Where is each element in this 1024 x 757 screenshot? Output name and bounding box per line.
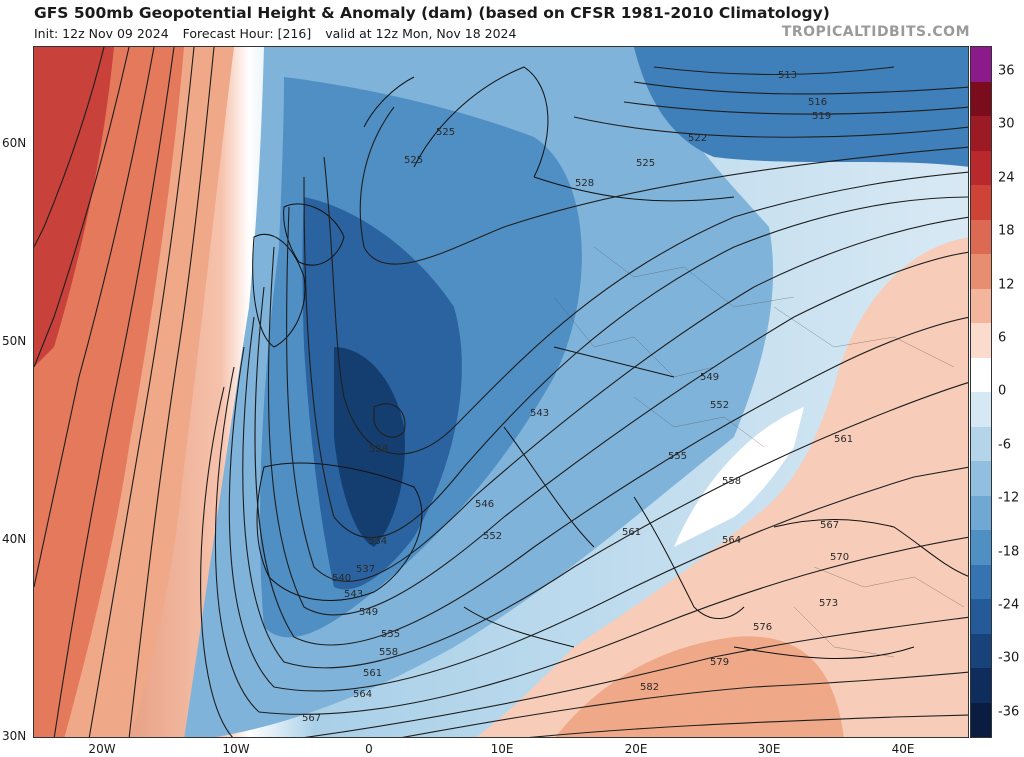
contour-label: 525	[404, 155, 423, 166]
lon-label: 10W	[222, 742, 250, 756]
colorbar-segment	[971, 254, 991, 289]
colorbar-label: 0	[998, 383, 1007, 399]
colorbar-segment	[971, 702, 991, 737]
anomaly-colorbar	[970, 46, 992, 738]
contour-label: 567	[302, 713, 321, 724]
colorbar-label: 6	[998, 330, 1007, 346]
contour-label: 573	[819, 598, 838, 609]
valid-time: valid at 12z Mon, Nov 18 2024	[325, 26, 517, 41]
warm-anomaly-east	[476, 237, 968, 737]
contour-label: 534	[368, 536, 387, 547]
colorbar-segment	[971, 495, 991, 530]
init-time: Init: 12z Nov 09 2024	[34, 26, 169, 41]
colorbar-segment	[971, 633, 991, 668]
colorbar-segment	[971, 461, 991, 496]
brand-watermark: TROPICALTIDBITS.COM	[781, 24, 970, 40]
colorbar-segment	[971, 185, 991, 220]
colorbar-segment	[971, 81, 991, 116]
colorbar-segment	[971, 219, 991, 254]
contour-label: 570	[830, 552, 849, 563]
contour-label: 549	[700, 372, 719, 383]
lon-label: 20E	[624, 742, 648, 756]
contour-label: 540	[332, 573, 351, 584]
colorbar-label: -18	[998, 544, 1020, 560]
contour-label: 519	[812, 111, 831, 122]
colorbar-segment	[971, 47, 991, 82]
cold-anomaly-center	[334, 347, 405, 547]
contour-label: 561	[622, 527, 641, 538]
colorbar-segment	[971, 357, 991, 392]
colorbar-label: -6	[998, 437, 1011, 453]
map-canvas: 513 516 519 522 525 525 525 528 528 534 537 540 543 5…	[34, 47, 968, 737]
contour-label: 543	[344, 589, 363, 600]
contour-label: 522	[688, 133, 707, 144]
contour-label: 576	[753, 622, 772, 633]
contour-label: 555	[668, 451, 687, 462]
weather-map: 513 516 519 522 525 525 525 528 528 534 537 540 543 5…	[33, 46, 969, 738]
colorbar-label: -24	[998, 597, 1020, 613]
cold-anomaly-north	[634, 47, 968, 167]
colorbar-label: 18	[998, 223, 1015, 239]
colorbar-label: 30	[998, 116, 1015, 132]
colorbar-segment	[971, 668, 991, 703]
coastlines	[252, 66, 968, 660]
contour-label: 561	[834, 434, 853, 445]
political-borders	[553, 246, 965, 658]
height-contours	[34, 47, 968, 737]
lat-label: 40N	[2, 532, 27, 546]
contour-label: 513	[778, 70, 797, 81]
contour-label: 528	[369, 444, 388, 455]
lon-label: 10E	[490, 742, 514, 756]
colorbar-segment	[971, 599, 991, 634]
contour-label: 525	[636, 158, 655, 169]
warm-anomaly-south-core	[555, 636, 844, 737]
contour-label: 528	[575, 178, 594, 189]
lat-label: 30N	[2, 729, 27, 743]
contour-label: 564	[722, 535, 741, 546]
colorbar-segment	[971, 392, 991, 427]
contour-label: 561	[363, 668, 382, 679]
contour-label: 516	[808, 97, 827, 108]
colorbar-label: 12	[998, 277, 1015, 293]
contour-label: 582	[640, 682, 659, 693]
colorbar-segment	[971, 116, 991, 151]
contour-label: 579	[710, 657, 729, 668]
colorbar-label: -30	[998, 650, 1020, 666]
colorbar-label: -36	[998, 704, 1020, 720]
chart-title: GFS 500mb Geopotential Height & Anomaly …	[34, 4, 830, 22]
contour-label: 525	[436, 127, 455, 138]
colorbar-label: 24	[998, 170, 1015, 186]
colorbar-label: -12	[998, 490, 1020, 506]
lat-label: 50N	[2, 334, 27, 348]
contour-label: 567	[820, 520, 839, 531]
lon-label: 20W	[88, 742, 116, 756]
warm-anomaly-west-max	[34, 47, 114, 367]
forecast-hour: Forecast Hour: [216]	[182, 26, 312, 41]
lat-label: 60N	[2, 136, 27, 150]
contour-label: 552	[710, 400, 729, 411]
contour-label: 558	[379, 647, 398, 658]
lon-label: 0	[365, 742, 373, 756]
colorbar-segment	[971, 288, 991, 323]
contour-label: 543	[530, 408, 549, 419]
contour-label: 537	[356, 564, 375, 575]
contour-label: 546	[475, 499, 494, 510]
colorbar-segment	[971, 564, 991, 599]
contour-label: 549	[359, 607, 378, 618]
colorbar-segment	[971, 323, 991, 358]
colorbar-segment	[971, 426, 991, 461]
contour-labels: 513 516 519 522 525 525 525 528 528 534 537 540 543 5…	[302, 70, 853, 724]
lon-label: 40E	[891, 742, 915, 756]
lon-label: 30E	[757, 742, 781, 756]
colorbar-segment	[971, 150, 991, 185]
contour-label: 558	[722, 476, 741, 487]
contour-label: 564	[353, 689, 372, 700]
contour-label: 555	[381, 629, 400, 640]
colorbar-label: 36	[998, 63, 1015, 79]
run-info: Init: 12z Nov 09 2024 Forecast Hour: [21…	[34, 26, 526, 41]
colorbar-segment	[971, 530, 991, 565]
contour-label: 552	[483, 531, 502, 542]
